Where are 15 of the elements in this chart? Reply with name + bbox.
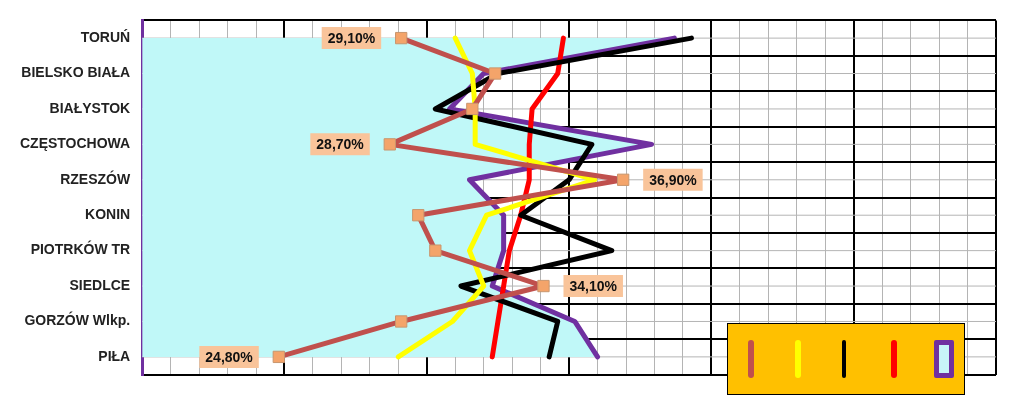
y-tick-label: RZESZÓW [60,169,131,187]
y-tick-label: PIŁA [98,347,131,364]
data-label: 34,10% [569,277,618,294]
y-tick-label: TORUŃ [80,28,131,45]
y-tick-label: SIEDLCE [69,276,131,293]
data-label: 29,10% [327,29,376,46]
y-tick-label: CZĘSTOCHOWA [19,135,131,152]
y-tick-label: BIAŁYSTOK [49,99,131,116]
data-label: 36,90% [649,171,698,188]
y-tick-label: BIELSKO BIAŁA [21,64,131,81]
y-tick-label: GORZÓW Wlkp. [24,311,131,329]
y-tick-label: PIOTRKÓW TR [30,240,131,258]
data-label: 28,70% [316,136,365,153]
data-label: 24,80% [205,348,254,365]
y-tick-label: KONIN [85,206,131,223]
